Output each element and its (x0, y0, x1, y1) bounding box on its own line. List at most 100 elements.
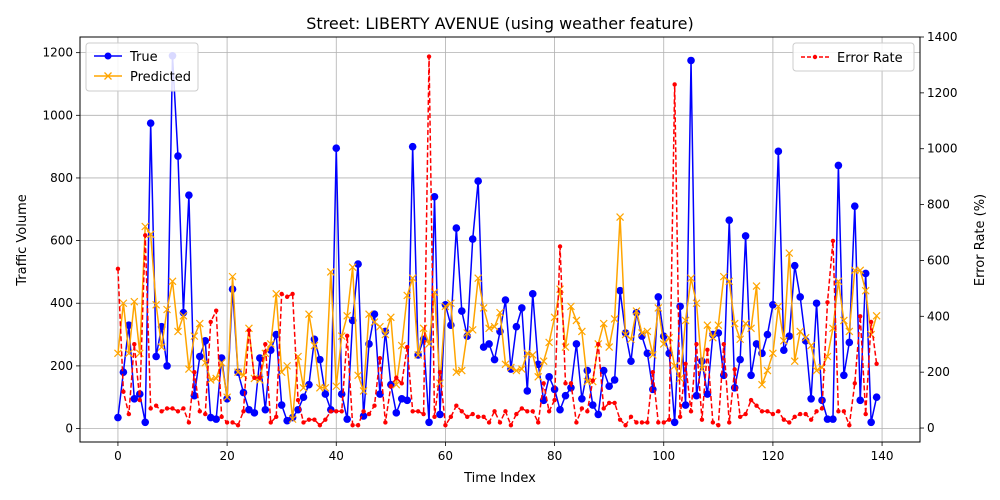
data-point-error-rate (836, 409, 841, 414)
data-point-true (796, 293, 804, 301)
data-point-predicted (184, 365, 193, 373)
data-point-predicted (452, 368, 461, 377)
data-point-predicted (288, 415, 297, 424)
data-point-predicted (190, 332, 199, 341)
data-point-true (250, 409, 259, 417)
data-point-error-rate (568, 381, 574, 386)
data-point-error-rate (132, 342, 137, 347)
data-point-error-rate (328, 409, 333, 414)
data-point-predicted (785, 249, 794, 258)
data-point-predicted (283, 361, 292, 370)
data-point-true (223, 394, 231, 403)
data-point-error-rate (366, 411, 372, 417)
data-point-true (196, 352, 204, 361)
data-point-true (114, 413, 122, 422)
data-point-error-rate (317, 423, 323, 428)
data-point-error-rate (661, 420, 666, 425)
data-point-true (343, 415, 351, 423)
data-point-error-rate (672, 82, 677, 87)
data-point-error-rate (497, 420, 503, 425)
data-point-predicted (223, 393, 232, 402)
data-point-error-rate (787, 420, 792, 425)
data-point-true (452, 224, 461, 232)
data-point-predicted (441, 302, 450, 311)
data-point-predicted (747, 324, 755, 333)
y-left-tick-label: 0 (65, 422, 73, 436)
data-point-error-rate (645, 420, 650, 425)
data-point-true (687, 56, 695, 65)
data-point-predicted (446, 299, 455, 308)
data-point-predicted (687, 274, 695, 283)
data-point-error-rate (410, 409, 415, 414)
data-point-predicted (272, 289, 281, 298)
data-point-predicted (425, 340, 433, 348)
data-point-predicted (337, 332, 346, 341)
data-point-true (834, 161, 843, 170)
data-point-true (774, 147, 783, 156)
data-point-error-rate (432, 414, 437, 420)
data-point-error-rate (852, 381, 857, 386)
data-point-error-rate (295, 397, 301, 403)
data-point-true (790, 261, 799, 270)
data-point-true (692, 391, 701, 400)
data-point-predicted (206, 376, 215, 384)
data-point-error-rate (743, 411, 748, 417)
data-point-error-rate (339, 409, 344, 414)
data-point-error-rate (716, 423, 721, 428)
data-point-true (872, 393, 881, 402)
data-point-error-rate (306, 417, 312, 422)
data-point-predicted (610, 314, 619, 323)
x-tick-label: 120 (761, 449, 784, 463)
data-point-error-rate (372, 403, 377, 408)
data-point-error-rate (727, 420, 732, 425)
data-point-error-rate (465, 414, 470, 420)
data-point-error-rate (115, 266, 121, 272)
data-point-true (239, 388, 248, 397)
data-point-error-rate (203, 411, 208, 417)
x-tick-label: 0 (114, 449, 122, 463)
data-point-true (523, 387, 532, 395)
data-point-error-rate (437, 369, 443, 375)
data-point-error-rate (546, 409, 552, 414)
x-tick-label: 20 (219, 449, 234, 463)
data-point-predicted (534, 372, 543, 381)
legend-error-label: Error Rate (837, 51, 903, 66)
data-point-error-rate (224, 420, 230, 425)
x-tick-label: 80 (547, 449, 562, 463)
data-point-error-rate (579, 406, 585, 411)
data-point-predicted (796, 327, 805, 336)
data-point-true (501, 296, 510, 304)
data-point-predicted (528, 350, 537, 359)
data-point-true (261, 405, 270, 414)
data-point-error-rate (159, 409, 164, 414)
y-right-tick-label: 1200 (927, 86, 958, 100)
data-point-true (763, 330, 772, 339)
data-point-error-rate (847, 423, 852, 428)
data-point-error-rate (759, 409, 765, 414)
data-point-predicted (567, 302, 575, 311)
data-point-error-rate (383, 420, 388, 425)
data-point-true (425, 418, 433, 427)
data-point-true (850, 202, 859, 210)
data-point-error-rate (590, 378, 595, 383)
data-point-error-rate (574, 420, 579, 425)
data-point-predicted (774, 302, 783, 311)
data-point-error-rate (361, 409, 366, 414)
x-tick-label: 60 (438, 449, 453, 463)
data-point-error-rate (863, 411, 868, 417)
data-point-predicted (168, 277, 177, 286)
data-point-predicted (643, 327, 652, 336)
data-point-true (441, 301, 450, 309)
data-point-true (725, 216, 734, 225)
data-point-error-rate (503, 409, 508, 414)
data-point-error-rate (874, 361, 879, 366)
data-point-predicted (730, 319, 739, 328)
data-point-true (676, 302, 684, 311)
data-point-true (654, 293, 663, 301)
data-point-error-rate (312, 417, 317, 422)
data-point-error-rate (170, 406, 175, 411)
y-right-tick-label: 600 (927, 253, 950, 267)
data-point-predicted (637, 329, 646, 337)
data-point-true (856, 396, 865, 405)
y-axis-label-right: Error Rate (%) (973, 194, 988, 286)
